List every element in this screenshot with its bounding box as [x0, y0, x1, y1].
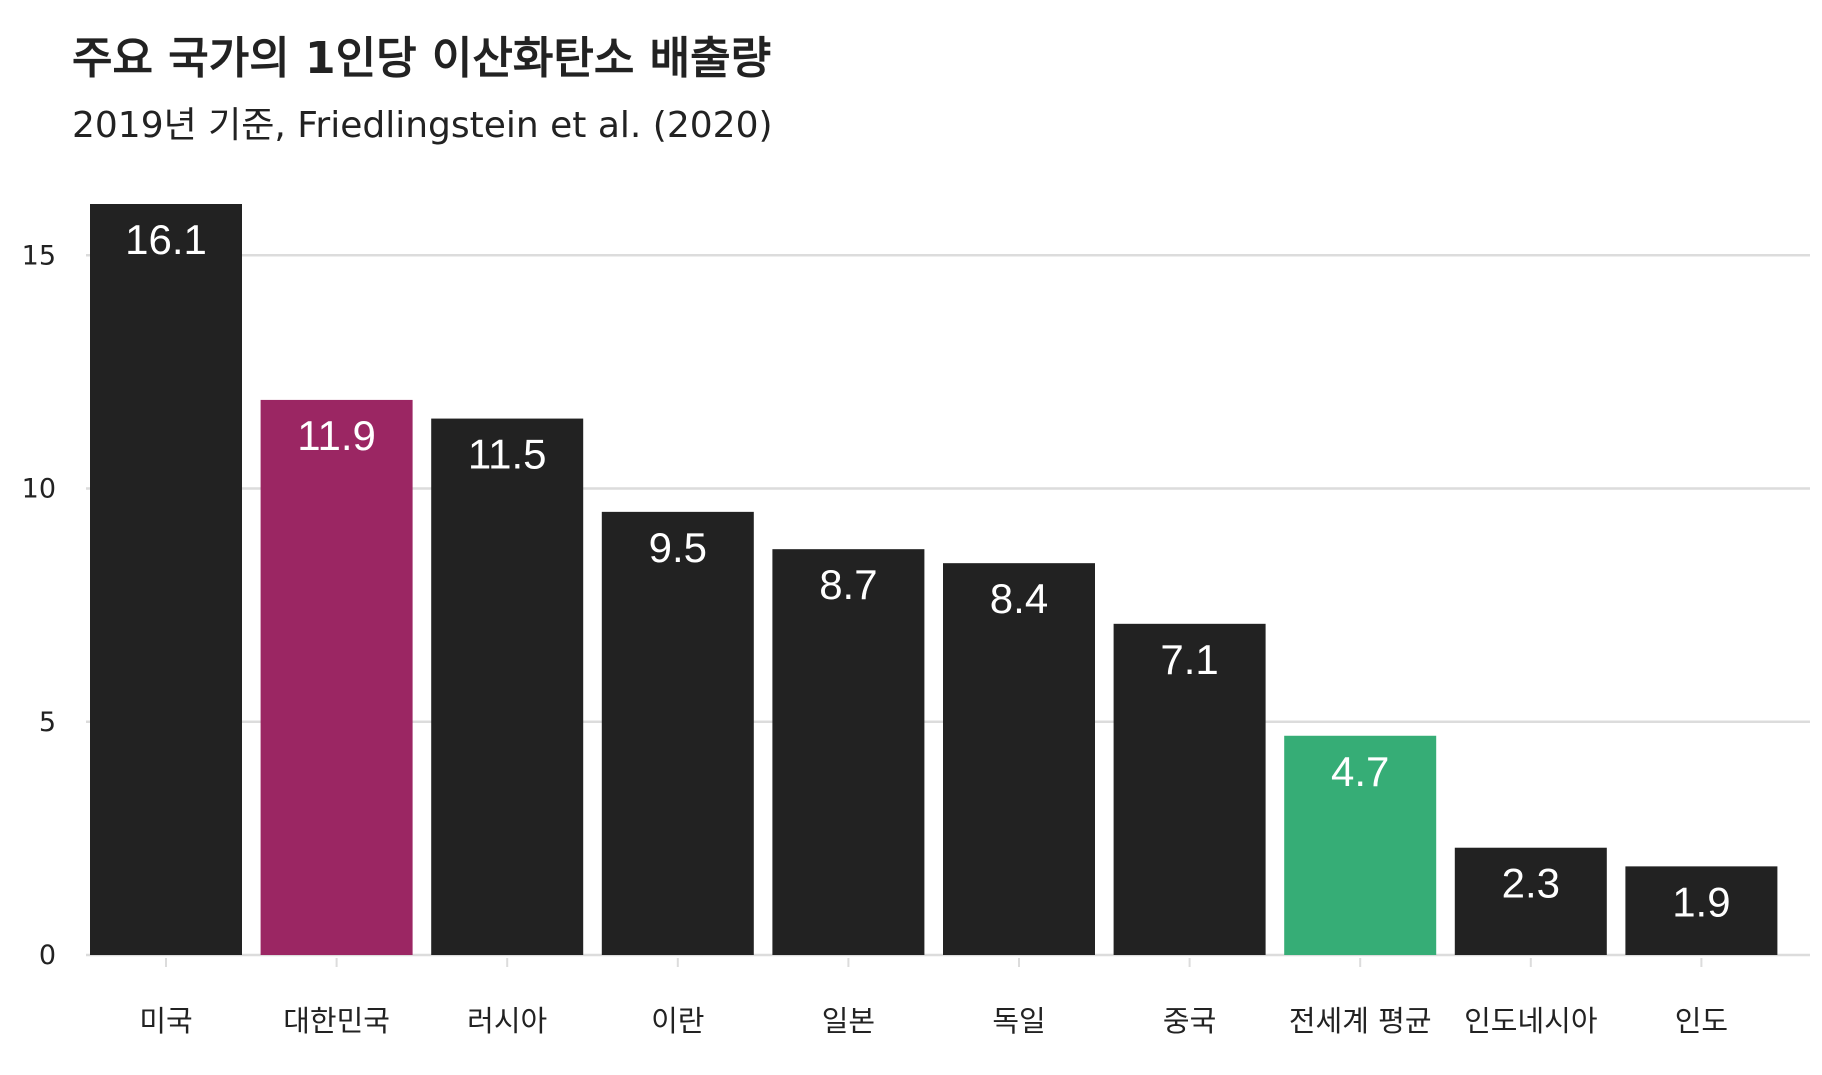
y-tick-label: 0 [39, 940, 56, 971]
y-tick-label: 10 [22, 474, 56, 505]
x-category-label: 이란 [651, 1004, 704, 1038]
data-label: 9.5 [649, 524, 707, 571]
bar [772, 549, 925, 955]
data-label: 11.9 [297, 412, 376, 459]
bar [943, 563, 1095, 955]
labels: 0 5 10 15 16.1 미국 11.9 대한민국 11.5 러시아 9.5 이란 8.7 일본 8.4… [22, 216, 1731, 1038]
bar [1113, 623, 1266, 955]
bar [90, 204, 242, 955]
data-label: 8.4 [990, 575, 1048, 622]
data-label: 7.1 [1160, 636, 1218, 683]
chart-subtitle: 2019년 기준, Friedlingstein et al. (2020) [72, 105, 773, 146]
x-category-label: 러시아 [467, 1004, 547, 1038]
bar [1284, 735, 1437, 955]
x-category-label: 인도 [1675, 1004, 1728, 1038]
data-label: 11.5 [468, 431, 547, 478]
x-category-label: 중국 [1163, 1004, 1216, 1038]
data-label: 4.7 [1331, 748, 1389, 795]
x-category-label: 전세계 평균 [1289, 1004, 1432, 1038]
bar [1454, 847, 1607, 955]
bar [1625, 866, 1778, 955]
bar [431, 418, 584, 956]
x-category-label: 인도네시아 [1464, 1004, 1597, 1038]
bar [601, 511, 754, 955]
data-label: 2.3 [1502, 860, 1560, 907]
data-label: 8.7 [819, 561, 877, 608]
y-tick-label: 15 [22, 240, 56, 271]
x-category-label: 독일 [992, 1004, 1045, 1038]
bar [260, 399, 413, 955]
data-label: 16.1 [125, 216, 207, 263]
bars [90, 204, 1778, 956]
x-category-label: 일본 [822, 1004, 875, 1038]
data-label: 1.9 [1672, 878, 1730, 925]
y-tick-label: 5 [39, 707, 56, 738]
x-category-label: 미국 [139, 1004, 192, 1038]
chart-title: 주요 국가의 1인당 이산화탄소 배출량 [72, 33, 772, 84]
x-category-label: 대한민국 [283, 1004, 390, 1038]
